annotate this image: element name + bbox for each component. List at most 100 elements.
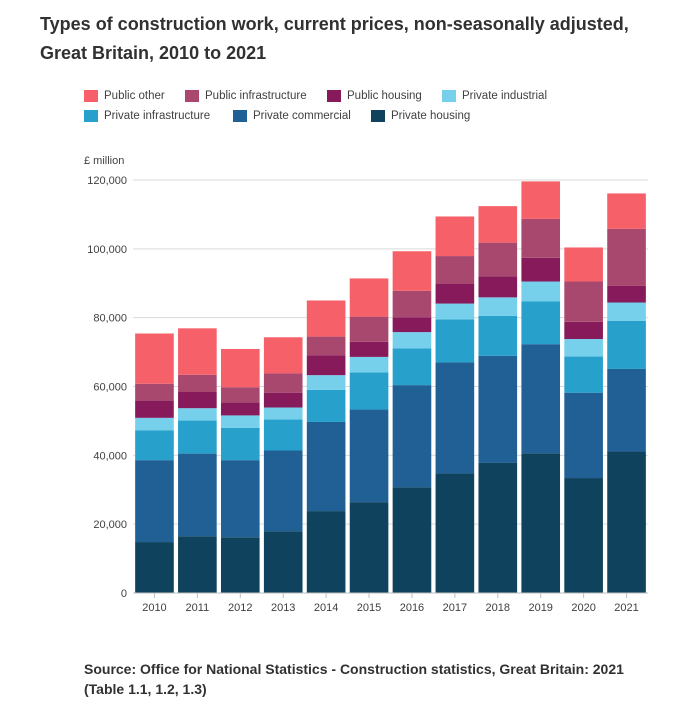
bar-public-infrastructure-2021 [607,228,646,286]
bar-private-housing-2016 [392,487,432,593]
bar-private-industrial-2020 [564,339,603,357]
bar-private-housing-2015 [349,502,389,593]
bar-public-other-2016 [392,251,432,291]
legend-label: Private commercial [253,109,351,122]
x-tick-label: 2015 [357,602,381,614]
bar-private-infrastructure-2018 [478,315,518,356]
y-tick-label: 0 [121,588,127,600]
bar-public-housing-2016 [392,317,432,333]
bar-public-infrastructure-2013 [263,373,303,393]
bar-public-housing-2018 [478,276,518,298]
y-tick-label: 100,000 [87,244,127,256]
source-note: Source: Office for National Statistics -… [84,661,624,697]
bar-public-housing-2019 [521,257,561,282]
bar-public-infrastructure-2019 [521,218,561,258]
legend-label: Private housing [391,109,471,122]
x-tick-label: 2018 [486,602,510,614]
bar-private-infrastructure-2020 [564,356,603,393]
x-tick-label: 2013 [271,602,295,614]
gridlines [133,179,648,525]
bar-public-housing-2014 [306,355,346,376]
legend-swatch [233,109,247,122]
bar-public-housing-2020 [564,321,603,340]
x-tick-label: 2011 [186,602,210,614]
bar-private-commercial-2015 [349,409,389,503]
legend-label: Private infrastructure [104,109,211,122]
bar-private-housing-2018 [478,462,518,593]
bar-public-housing-2011 [178,392,217,409]
legend-label: Private industrial [462,89,548,102]
bar-private-industrial-2013 [263,407,303,420]
bar-public-housing-2017 [435,283,475,304]
bar-private-commercial-2010 [135,460,174,543]
bar-private-commercial-2014 [306,421,346,512]
bar-private-housing-2014 [306,511,346,593]
bar-private-housing-2013 [263,531,303,593]
bar-private-industrial-2012 [220,415,260,428]
bar-private-infrastructure-2012 [220,427,260,461]
bar-private-commercial-2017 [435,362,475,474]
bar-public-other-2018 [478,206,518,243]
bar-private-industrial-2014 [306,375,346,390]
legend-swatch [371,109,385,122]
legend-label: Public other [104,89,165,102]
bar-public-infrastructure-2018 [478,242,518,277]
legend-item-public-infrastructure: Public infrastructure [185,88,327,103]
bar-private-infrastructure-2019 [521,301,561,345]
bar-private-industrial-2016 [392,332,432,349]
legend-item-private-housing: Private housing [371,108,470,123]
y-axis-label: £ million [84,155,124,167]
bar-private-commercial-2012 [220,460,260,538]
legend-item-private-industrial: Private industrial [442,88,572,103]
bar-private-housing-2020 [564,478,603,593]
bar-public-other-2012 [220,348,260,388]
legend-swatch [84,89,98,102]
chart-title: Types of construction work, current pric… [40,14,629,63]
bar-private-industrial-2019 [521,281,561,302]
bar-private-infrastructure-2016 [392,348,432,386]
bar-private-housing-2011 [178,536,217,593]
bar-private-housing-2010 [135,542,174,593]
legend-label: Public infrastructure [205,89,307,102]
bar-private-infrastructure-2010 [135,430,174,461]
bar-public-infrastructure-2011 [178,374,217,393]
bar-public-infrastructure-2014 [306,336,346,356]
x-tick-label: 2021 [614,602,638,614]
bar-public-other-2010 [135,333,174,384]
bar-private-commercial-2020 [564,392,603,479]
bar-public-other-2015 [349,278,389,317]
bar-private-infrastructure-2021 [607,320,646,369]
bar-public-housing-2013 [263,392,303,408]
y-tick-label: 20,000 [93,519,127,531]
bar-private-infrastructure-2015 [349,372,389,410]
bar-public-housing-2021 [607,285,646,303]
bar-public-housing-2010 [135,400,174,418]
bar-private-commercial-2016 [392,385,432,488]
bar-public-infrastructure-2010 [135,383,174,401]
y-tick-label: 120,000 [87,175,127,187]
bar-public-other-2013 [263,337,303,374]
bar-private-industrial-2021 [607,302,646,321]
bar-private-commercial-2021 [607,368,646,452]
bar-private-infrastructure-2014 [306,389,346,422]
bar-public-infrastructure-2012 [220,387,260,403]
axes: 0 20,000 40,000 60,000 80,000 100,000 120,000 2… [87,175,648,614]
legend-swatch [185,89,199,102]
bar-private-housing-2021 [607,451,646,593]
bar-private-industrial-2018 [478,297,518,316]
legend-swatch [327,89,341,102]
bar-public-other-2011 [178,328,217,375]
bar-public-other-2014 [306,300,346,337]
bar-public-other-2019 [521,181,561,219]
legend-item-private-commercial: Private commercial [233,108,371,123]
bar-private-infrastructure-2017 [435,319,475,363]
legend-label: Public housing [347,89,422,102]
bar-private-industrial-2010 [135,417,174,431]
x-tick-label: 2012 [228,602,252,614]
bar-private-commercial-2011 [178,453,217,537]
bar-private-housing-2019 [521,453,561,593]
y-tick-label: 40,000 [93,450,127,462]
legend-swatch [442,89,456,102]
